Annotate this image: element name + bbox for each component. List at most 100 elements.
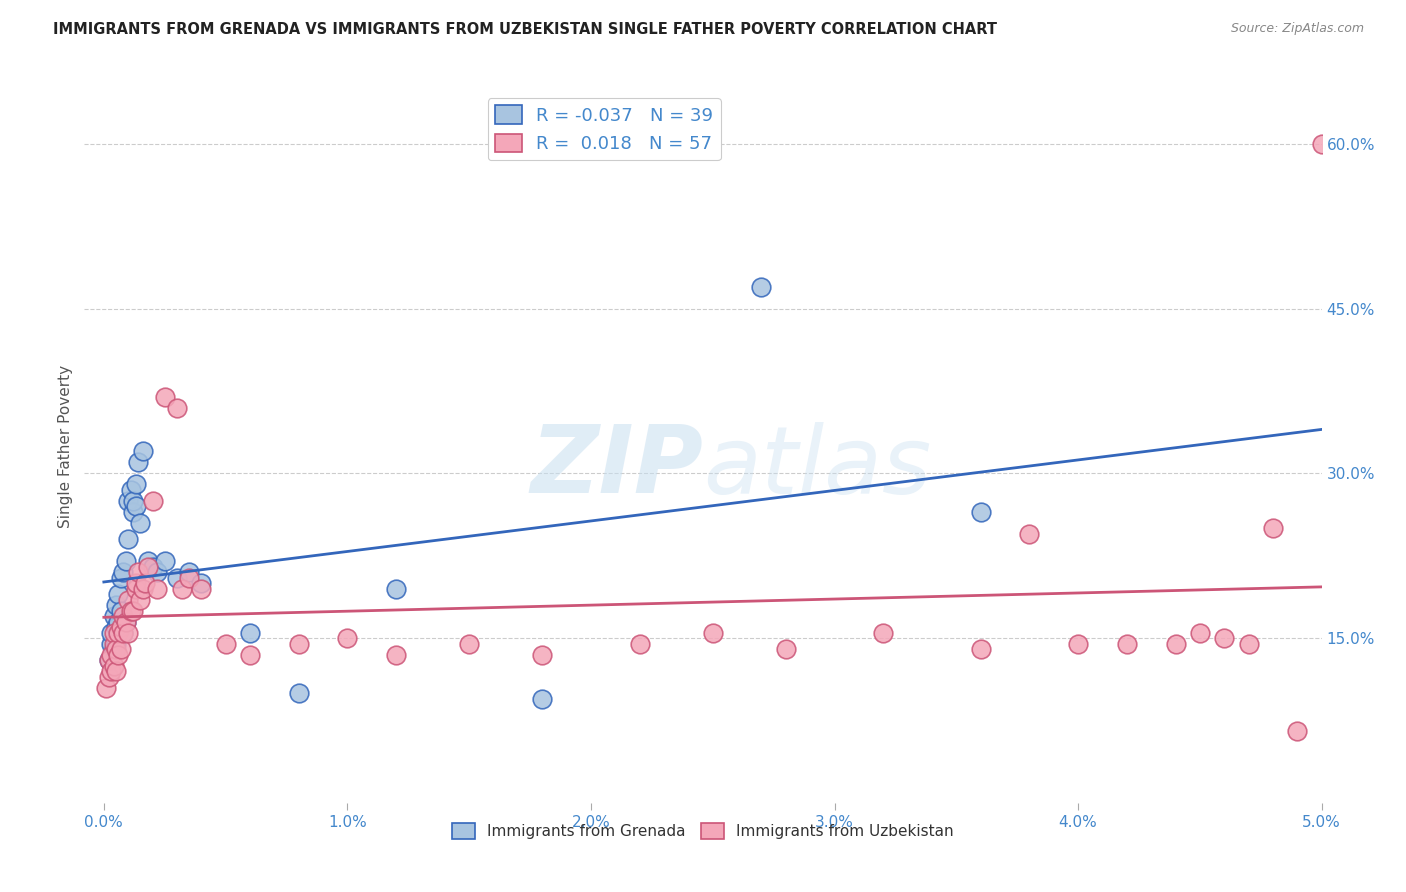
Point xyxy=(190,582,212,596)
Point xyxy=(132,444,155,458)
Point xyxy=(105,637,128,651)
Point xyxy=(751,280,773,294)
Point xyxy=(1310,137,1333,152)
Point xyxy=(969,642,991,657)
Point xyxy=(190,576,212,591)
Point xyxy=(1115,637,1137,651)
Point xyxy=(120,483,142,497)
Point xyxy=(97,653,120,667)
Point xyxy=(127,455,149,469)
Point xyxy=(336,631,359,645)
Point xyxy=(122,604,145,618)
Point xyxy=(134,576,156,591)
Point xyxy=(103,658,125,673)
Point xyxy=(105,642,128,657)
Point xyxy=(170,582,193,596)
Point xyxy=(117,625,139,640)
Point xyxy=(97,669,120,683)
Point xyxy=(117,494,139,508)
Point xyxy=(1188,625,1211,640)
Point xyxy=(103,609,125,624)
Point xyxy=(287,686,309,700)
Point xyxy=(124,576,146,591)
Point xyxy=(103,642,125,657)
Point xyxy=(129,592,152,607)
Point xyxy=(112,625,135,640)
Point xyxy=(239,625,262,640)
Point xyxy=(132,582,155,596)
Point xyxy=(107,648,129,662)
Point xyxy=(105,598,128,612)
Point xyxy=(1237,637,1260,651)
Point xyxy=(110,571,132,585)
Point xyxy=(153,554,176,568)
Point xyxy=(124,582,146,596)
Point xyxy=(166,571,188,585)
Point xyxy=(177,571,200,585)
Point xyxy=(110,642,132,657)
Text: atlas: atlas xyxy=(703,422,931,513)
Point xyxy=(1261,521,1284,535)
Point xyxy=(146,566,169,580)
Y-axis label: Single Father Poverty: Single Father Poverty xyxy=(58,365,73,527)
Point xyxy=(107,615,129,629)
Point xyxy=(177,566,200,580)
Point xyxy=(969,505,991,519)
Point xyxy=(112,566,135,580)
Point xyxy=(114,615,136,629)
Point xyxy=(872,625,894,640)
Point xyxy=(531,648,554,662)
Point xyxy=(129,516,152,530)
Text: Source: ZipAtlas.com: Source: ZipAtlas.com xyxy=(1230,22,1364,36)
Point xyxy=(124,500,146,514)
Point xyxy=(214,637,236,651)
Point xyxy=(122,505,145,519)
Point xyxy=(136,559,159,574)
Point xyxy=(1067,637,1090,651)
Point xyxy=(124,477,146,491)
Point xyxy=(142,559,165,574)
Point xyxy=(105,664,128,678)
Point xyxy=(112,625,135,640)
Legend: Immigrants from Grenada, Immigrants from Uzbekistan: Immigrants from Grenada, Immigrants from… xyxy=(446,817,960,845)
Point xyxy=(100,648,122,662)
Point xyxy=(110,620,132,634)
Point xyxy=(166,401,188,415)
Point xyxy=(153,390,176,404)
Point xyxy=(117,592,139,607)
Point xyxy=(100,664,122,678)
Point xyxy=(110,604,132,618)
Point xyxy=(97,653,120,667)
Point xyxy=(531,691,554,706)
Point xyxy=(1213,631,1236,645)
Point xyxy=(385,582,408,596)
Point xyxy=(385,648,408,662)
Point xyxy=(1018,526,1040,541)
Point xyxy=(120,604,142,618)
Point xyxy=(100,625,122,640)
Point xyxy=(105,620,128,634)
Point xyxy=(107,625,129,640)
Point xyxy=(287,637,309,651)
Point xyxy=(114,615,136,629)
Point xyxy=(775,642,797,657)
Point xyxy=(112,609,135,624)
Point xyxy=(117,533,139,547)
Point xyxy=(103,637,125,651)
Point xyxy=(458,637,481,651)
Point xyxy=(103,625,125,640)
Point xyxy=(107,587,129,601)
Point xyxy=(100,637,122,651)
Point xyxy=(239,648,262,662)
Point xyxy=(122,494,145,508)
Text: IMMIGRANTS FROM GRENADA VS IMMIGRANTS FROM UZBEKISTAN SINGLE FATHER POVERTY CORR: IMMIGRANTS FROM GRENADA VS IMMIGRANTS FR… xyxy=(53,22,997,37)
Point xyxy=(702,625,724,640)
Point xyxy=(96,681,118,695)
Point xyxy=(114,554,136,568)
Point xyxy=(142,494,165,508)
Point xyxy=(1286,724,1309,739)
Point xyxy=(127,566,149,580)
Point xyxy=(146,582,169,596)
Point xyxy=(136,554,159,568)
Text: ZIP: ZIP xyxy=(530,421,703,514)
